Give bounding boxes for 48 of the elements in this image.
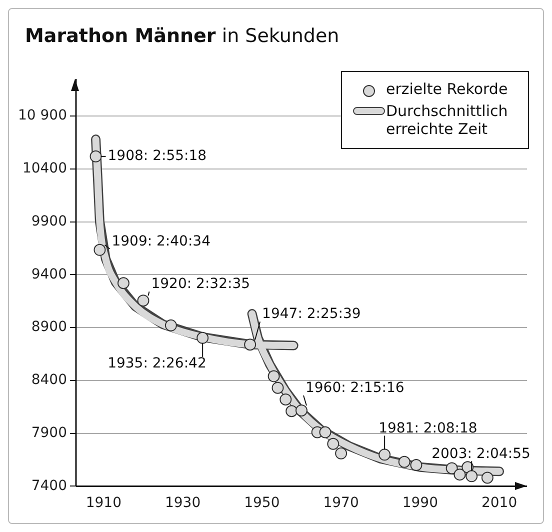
- annotation: 1935: 2:26:42: [108, 356, 206, 372]
- point: [164, 319, 177, 332]
- point: [268, 370, 280, 382]
- y-tick-label: 7400: [31, 478, 67, 494]
- legend-label: Durchschnittlich erreichte Zeit: [386, 102, 509, 138]
- annotation: 1908: 2:55:18: [108, 148, 207, 164]
- point: [117, 277, 130, 290]
- point: [196, 332, 209, 344]
- y-tick-label: 10400: [22, 160, 67, 177]
- point: [481, 472, 494, 484]
- x-tick-label: 1970: [323, 495, 359, 512]
- point: [244, 338, 256, 351]
- point: [335, 447, 348, 460]
- point: [327, 438, 340, 450]
- point: [90, 150, 102, 162]
- y-tick-label: 10 900: [18, 108, 67, 124]
- y-tick-label: 9900: [31, 213, 67, 230]
- point: [295, 404, 308, 416]
- point: [466, 470, 478, 482]
- y-tick-label: 7900: [31, 424, 67, 441]
- legend-label: erzielte Rekorde: [386, 80, 509, 98]
- point: [319, 426, 332, 438]
- point: [446, 462, 458, 474]
- x-tick-label: 2010: [481, 495, 518, 512]
- annotation: 1960: 2:15:16: [305, 380, 404, 396]
- chart-title: Marathon Männer: [25, 25, 216, 47]
- annotation: 1947: 2:25:39: [262, 306, 361, 322]
- y-tick-label: 8400: [31, 372, 67, 388]
- x-tick-label: 1910: [86, 495, 122, 512]
- x-tick-label: 1950: [244, 495, 280, 512]
- chart-subtitle: in Sekunden: [222, 25, 340, 47]
- point: [410, 459, 422, 472]
- x-tick-label: 1930: [164, 495, 201, 512]
- point: [378, 448, 391, 461]
- point: [137, 294, 150, 307]
- point: [398, 456, 410, 468]
- annotation: 1920: 2:32:35: [151, 276, 250, 292]
- point: [280, 393, 292, 406]
- point: [272, 382, 284, 394]
- point: [94, 244, 106, 256]
- annotation: 1981: 2:08:18: [378, 420, 478, 436]
- point: [286, 405, 298, 418]
- y-tick-label: 8900: [31, 319, 67, 336]
- annotation: 2003: 2:04:55: [432, 446, 530, 462]
- x-tick-label: 1990: [402, 495, 438, 512]
- point: [454, 468, 466, 481]
- y-tick-label: 9400: [31, 266, 67, 282]
- annotation: 1909: 2:40:34: [112, 234, 211, 250]
